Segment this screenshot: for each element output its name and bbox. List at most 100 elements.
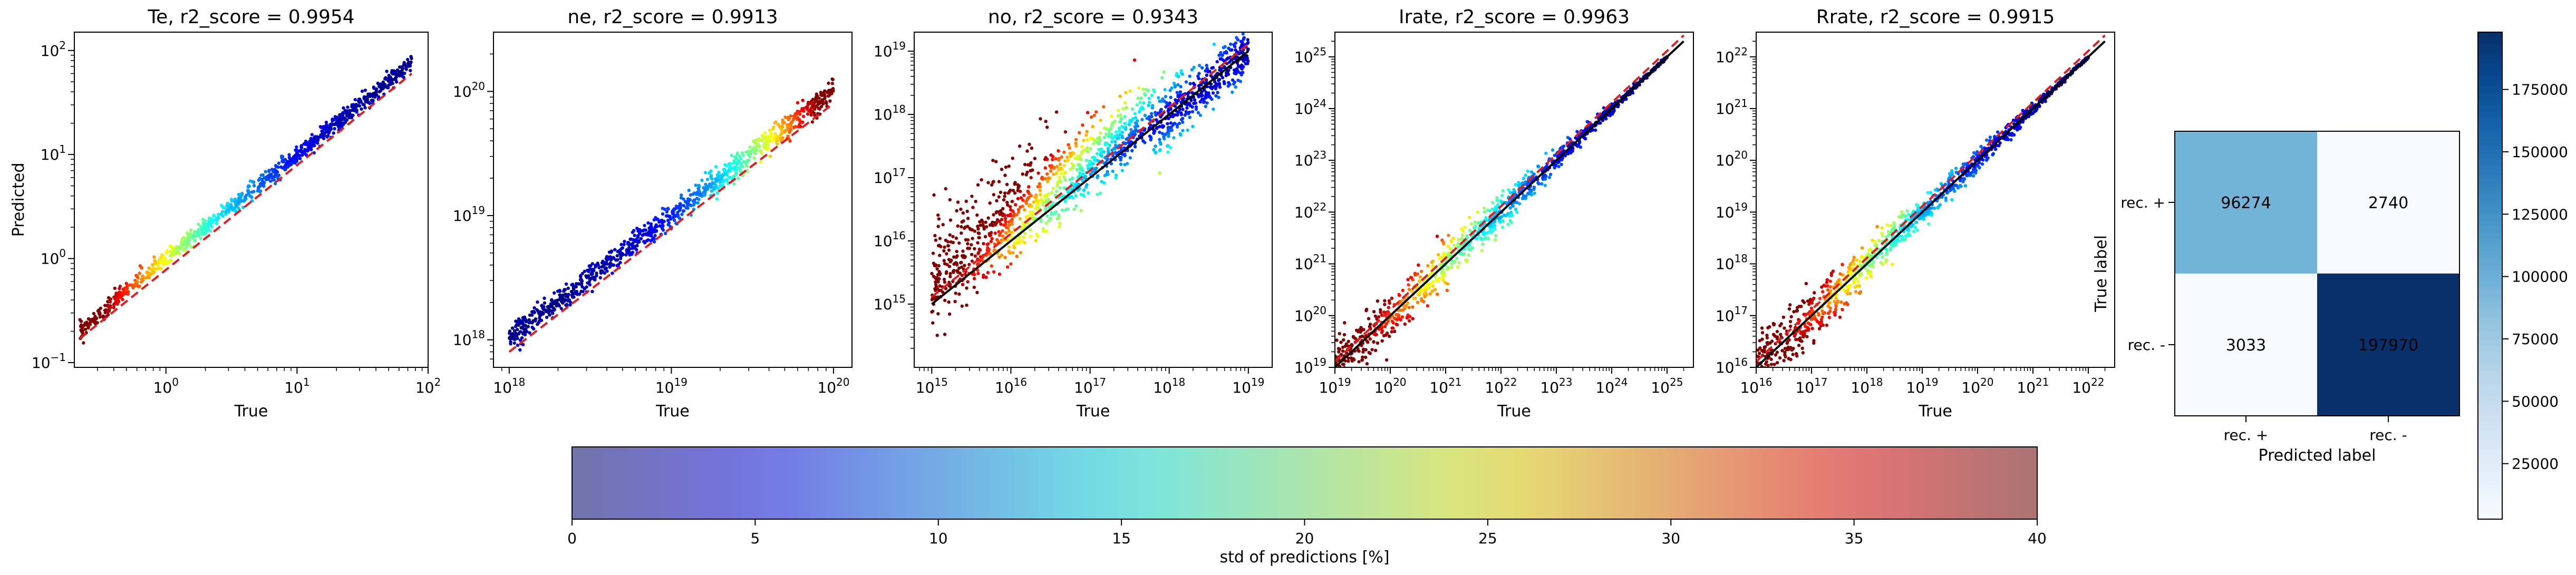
- data-point: [1547, 176, 1551, 179]
- data-point: [269, 172, 273, 176]
- data-point: [960, 274, 964, 277]
- data-point: [626, 242, 630, 246]
- data-point: [106, 300, 110, 304]
- data-point: [1407, 283, 1410, 287]
- data-point: [1342, 338, 1345, 342]
- data-point: [671, 216, 675, 219]
- data-point: [619, 255, 623, 258]
- data-point: [1079, 168, 1083, 171]
- data-point: [1336, 370, 1339, 373]
- data-point: [273, 174, 277, 179]
- data-point: [1041, 201, 1045, 204]
- data-point: [935, 334, 939, 337]
- data-point: [753, 146, 757, 150]
- data-point: [659, 219, 663, 222]
- data-point: [1023, 163, 1027, 167]
- data-point: [1395, 323, 1399, 327]
- data-point: [1459, 252, 1463, 256]
- data-point: [1418, 279, 1421, 282]
- data-point: [1102, 181, 1106, 185]
- data-point: [193, 238, 197, 242]
- data-point: [392, 69, 396, 73]
- data-point: [1178, 132, 1182, 136]
- data-point: [1074, 141, 1078, 145]
- x-tick-label: 1015: [916, 376, 948, 396]
- data-point: [986, 181, 990, 184]
- data-point: [109, 297, 113, 301]
- data-point: [1174, 113, 1177, 117]
- data-point: [385, 85, 389, 89]
- data-point: [821, 92, 825, 96]
- data-point: [556, 289, 560, 293]
- data-point: [215, 221, 218, 225]
- data-point: [1214, 82, 1218, 86]
- data-point: [1181, 129, 1185, 132]
- data-point: [1536, 181, 1540, 185]
- data-point: [1416, 300, 1420, 304]
- data-point: [237, 207, 241, 211]
- data-point: [1205, 73, 1208, 77]
- data-point: [1076, 176, 1080, 179]
- data-point: [825, 91, 829, 94]
- data-point: [1242, 28, 1245, 31]
- data-point: [622, 242, 626, 247]
- data-point: [523, 333, 527, 337]
- data-point: [117, 296, 120, 300]
- data-point: [1119, 155, 1123, 160]
- data-point: [1532, 172, 1536, 176]
- data-point: [780, 124, 785, 128]
- data-point: [1360, 358, 1364, 362]
- data-point: [680, 212, 684, 216]
- data-point: [1838, 315, 1842, 319]
- data-point: [987, 233, 992, 237]
- data-point: [520, 336, 524, 340]
- data-point: [1495, 205, 1498, 209]
- data-point: [1058, 186, 1062, 190]
- data-point: [961, 282, 965, 286]
- data-point: [1560, 162, 1563, 166]
- data-point: [82, 341, 85, 345]
- data-point: [1379, 327, 1382, 330]
- data-point: [1093, 168, 1097, 172]
- y-tick-label: 1015: [874, 293, 906, 313]
- data-point: [1889, 246, 1893, 250]
- data-point: [122, 289, 126, 293]
- data-point: [206, 225, 210, 229]
- data-point: [1360, 334, 1364, 338]
- data-point: [998, 255, 1001, 259]
- data-point: [1198, 100, 1202, 104]
- data-point: [625, 248, 629, 252]
- data-point: [1086, 150, 1090, 153]
- data-point: [682, 197, 685, 201]
- data-point: [1028, 142, 1031, 146]
- data-point: [769, 131, 773, 135]
- data-point: [1002, 223, 1006, 227]
- data-point: [1222, 46, 1225, 50]
- data-point: [994, 160, 998, 163]
- data-point: [1100, 147, 1103, 151]
- data-point: [948, 282, 952, 286]
- data-point: [1016, 186, 1020, 190]
- data-point: [1086, 111, 1090, 114]
- data-point: [162, 257, 166, 261]
- data-point: [1072, 185, 1076, 189]
- data-point: [1087, 162, 1091, 167]
- data-point: [1016, 208, 1021, 211]
- data-point: [1954, 167, 1958, 170]
- panel-2: 1015 1016 1017 1018 101910151016101710181019…: [874, 6, 1273, 421]
- data-point: [1084, 185, 1088, 189]
- data-point: [821, 99, 825, 103]
- data-point: [1406, 278, 1410, 281]
- data-point: [1493, 238, 1497, 242]
- data-point: [633, 233, 636, 237]
- data-point: [1543, 183, 1547, 187]
- data-point: [1396, 313, 1400, 317]
- data-point: [1233, 45, 1237, 48]
- data-point: [789, 128, 793, 132]
- data-point: [933, 233, 937, 238]
- data-point: [984, 275, 988, 279]
- data-point: [284, 164, 287, 168]
- data-point: [1125, 162, 1129, 165]
- data-point: [741, 164, 744, 168]
- data-point: [1063, 159, 1067, 163]
